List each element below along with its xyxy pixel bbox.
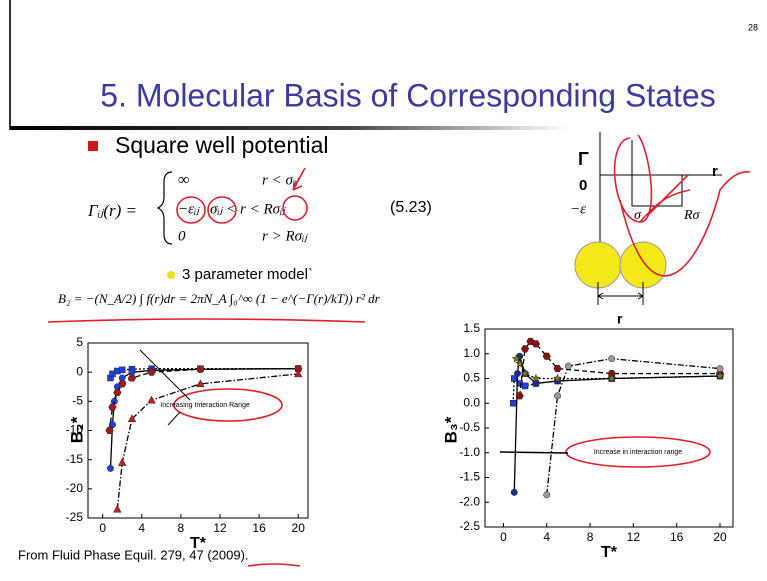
y-tick-label: 5 [76,335,83,349]
y-tick-label: -20 [66,481,84,495]
data-point [128,375,136,382]
equation-value: −εᵢⱼ [178,201,200,217]
annotation-arrow [500,452,568,453]
slide: 28 5. Molecular Basis of Corresponding S… [0,0,767,581]
data-point [544,492,550,498]
x-tick-label: 4 [543,530,550,544]
data-point [107,465,113,471]
y-axis-label: B₂* [67,416,86,443]
model-note: 3 parameter model` [182,266,313,283]
diagram-depth: −ε [570,201,586,217]
bullet-text: Square well potential [115,132,329,158]
x-tick-label: 20 [713,530,727,544]
chart-annotation: Increase in interaction range [594,449,682,456]
x-tick-label: 20 [292,521,306,535]
data-point [717,365,723,371]
x-tick-label: 0 [99,521,106,535]
data-point [516,393,524,400]
chart-annotation: Increasing Interaction Range [160,402,250,409]
x-tick-label: 8 [178,521,185,535]
page-number: 28 [748,22,758,32]
diagram-x-label: r [712,163,718,180]
y-tick-label: -2.5 [459,519,480,533]
data-point [521,346,529,353]
equation-value: 0 [178,228,186,244]
y-tick-label: 1.5 [463,321,480,335]
x-axis-label: T* [190,535,207,552]
data-point [118,381,126,388]
x-tick-label: 16 [252,521,266,535]
data-point [532,341,540,348]
y-tick-label: 1.0 [463,346,480,360]
data-point [554,393,560,399]
y-axis-label: B₃* [441,416,460,443]
data-point [148,369,156,376]
x-tick-label: 0 [500,530,507,544]
y-tick-label: -2.0 [459,494,480,508]
source-citation: From Fluid Phase Equil. 279, 47 (2009). [18,547,249,562]
equation-condition: r > Rσᵢⱼ [262,228,308,244]
diagram-y-label: Γ [578,149,589,169]
data-point [197,366,205,373]
diagram-zero: 0 [579,177,587,194]
data-point [522,383,528,389]
data-point [511,489,517,495]
x-axis-label: T* [601,544,618,561]
y-tick-label: -1.5 [459,470,480,484]
diagram-rsigma: Rσ [683,208,701,223]
data-point [129,369,135,375]
equation-value: ∞ [178,172,189,189]
y-tick-label: 0.0 [463,395,480,409]
y-tick-label: 0 [76,364,83,378]
equation-condition: σᵢⱼ < r < Rσᵢⱼ [210,201,286,217]
y-tick-label: -15 [66,452,84,466]
equation-lhs: Γᵢⱼ(r) = [87,201,137,220]
diagram-distance: r [617,311,623,327]
data-point [119,375,125,381]
x-tick-label: 4 [138,521,145,535]
x-tick-label: 12 [213,521,227,535]
b2-equation: B₂ = −(N_A/2) ∫ f(r)dr = 2πN_A ∫₀^∞ (1 −… [58,291,381,307]
data-point [119,367,125,373]
data-point [510,400,516,406]
molecule [575,242,621,288]
slide-title: 5. Molecular Basis of Corresponding Stat… [100,77,715,113]
bullet-marker [88,141,98,151]
equation-number: (5.23) [390,199,432,216]
title-rule [10,126,570,130]
y-tick-label: 0.5 [463,371,480,385]
y-tick-label: -1.0 [459,445,480,459]
y-tick-label: -5 [72,394,83,408]
y-tick-label: -25 [66,510,84,524]
data-point [543,353,551,360]
note-dot [167,271,175,279]
data-point [514,370,520,376]
x-tick-label: 12 [627,530,641,544]
data-point [554,365,562,372]
data-point [109,404,117,411]
data-point [565,363,571,369]
x-tick-label: 8 [587,530,594,544]
x-tick-label: 16 [670,530,684,544]
molecule [620,242,666,288]
data-point [609,356,615,362]
data-point [114,389,122,396]
y-tick-label: -0.5 [459,420,480,434]
data-point [111,398,117,404]
data-point [106,427,114,434]
